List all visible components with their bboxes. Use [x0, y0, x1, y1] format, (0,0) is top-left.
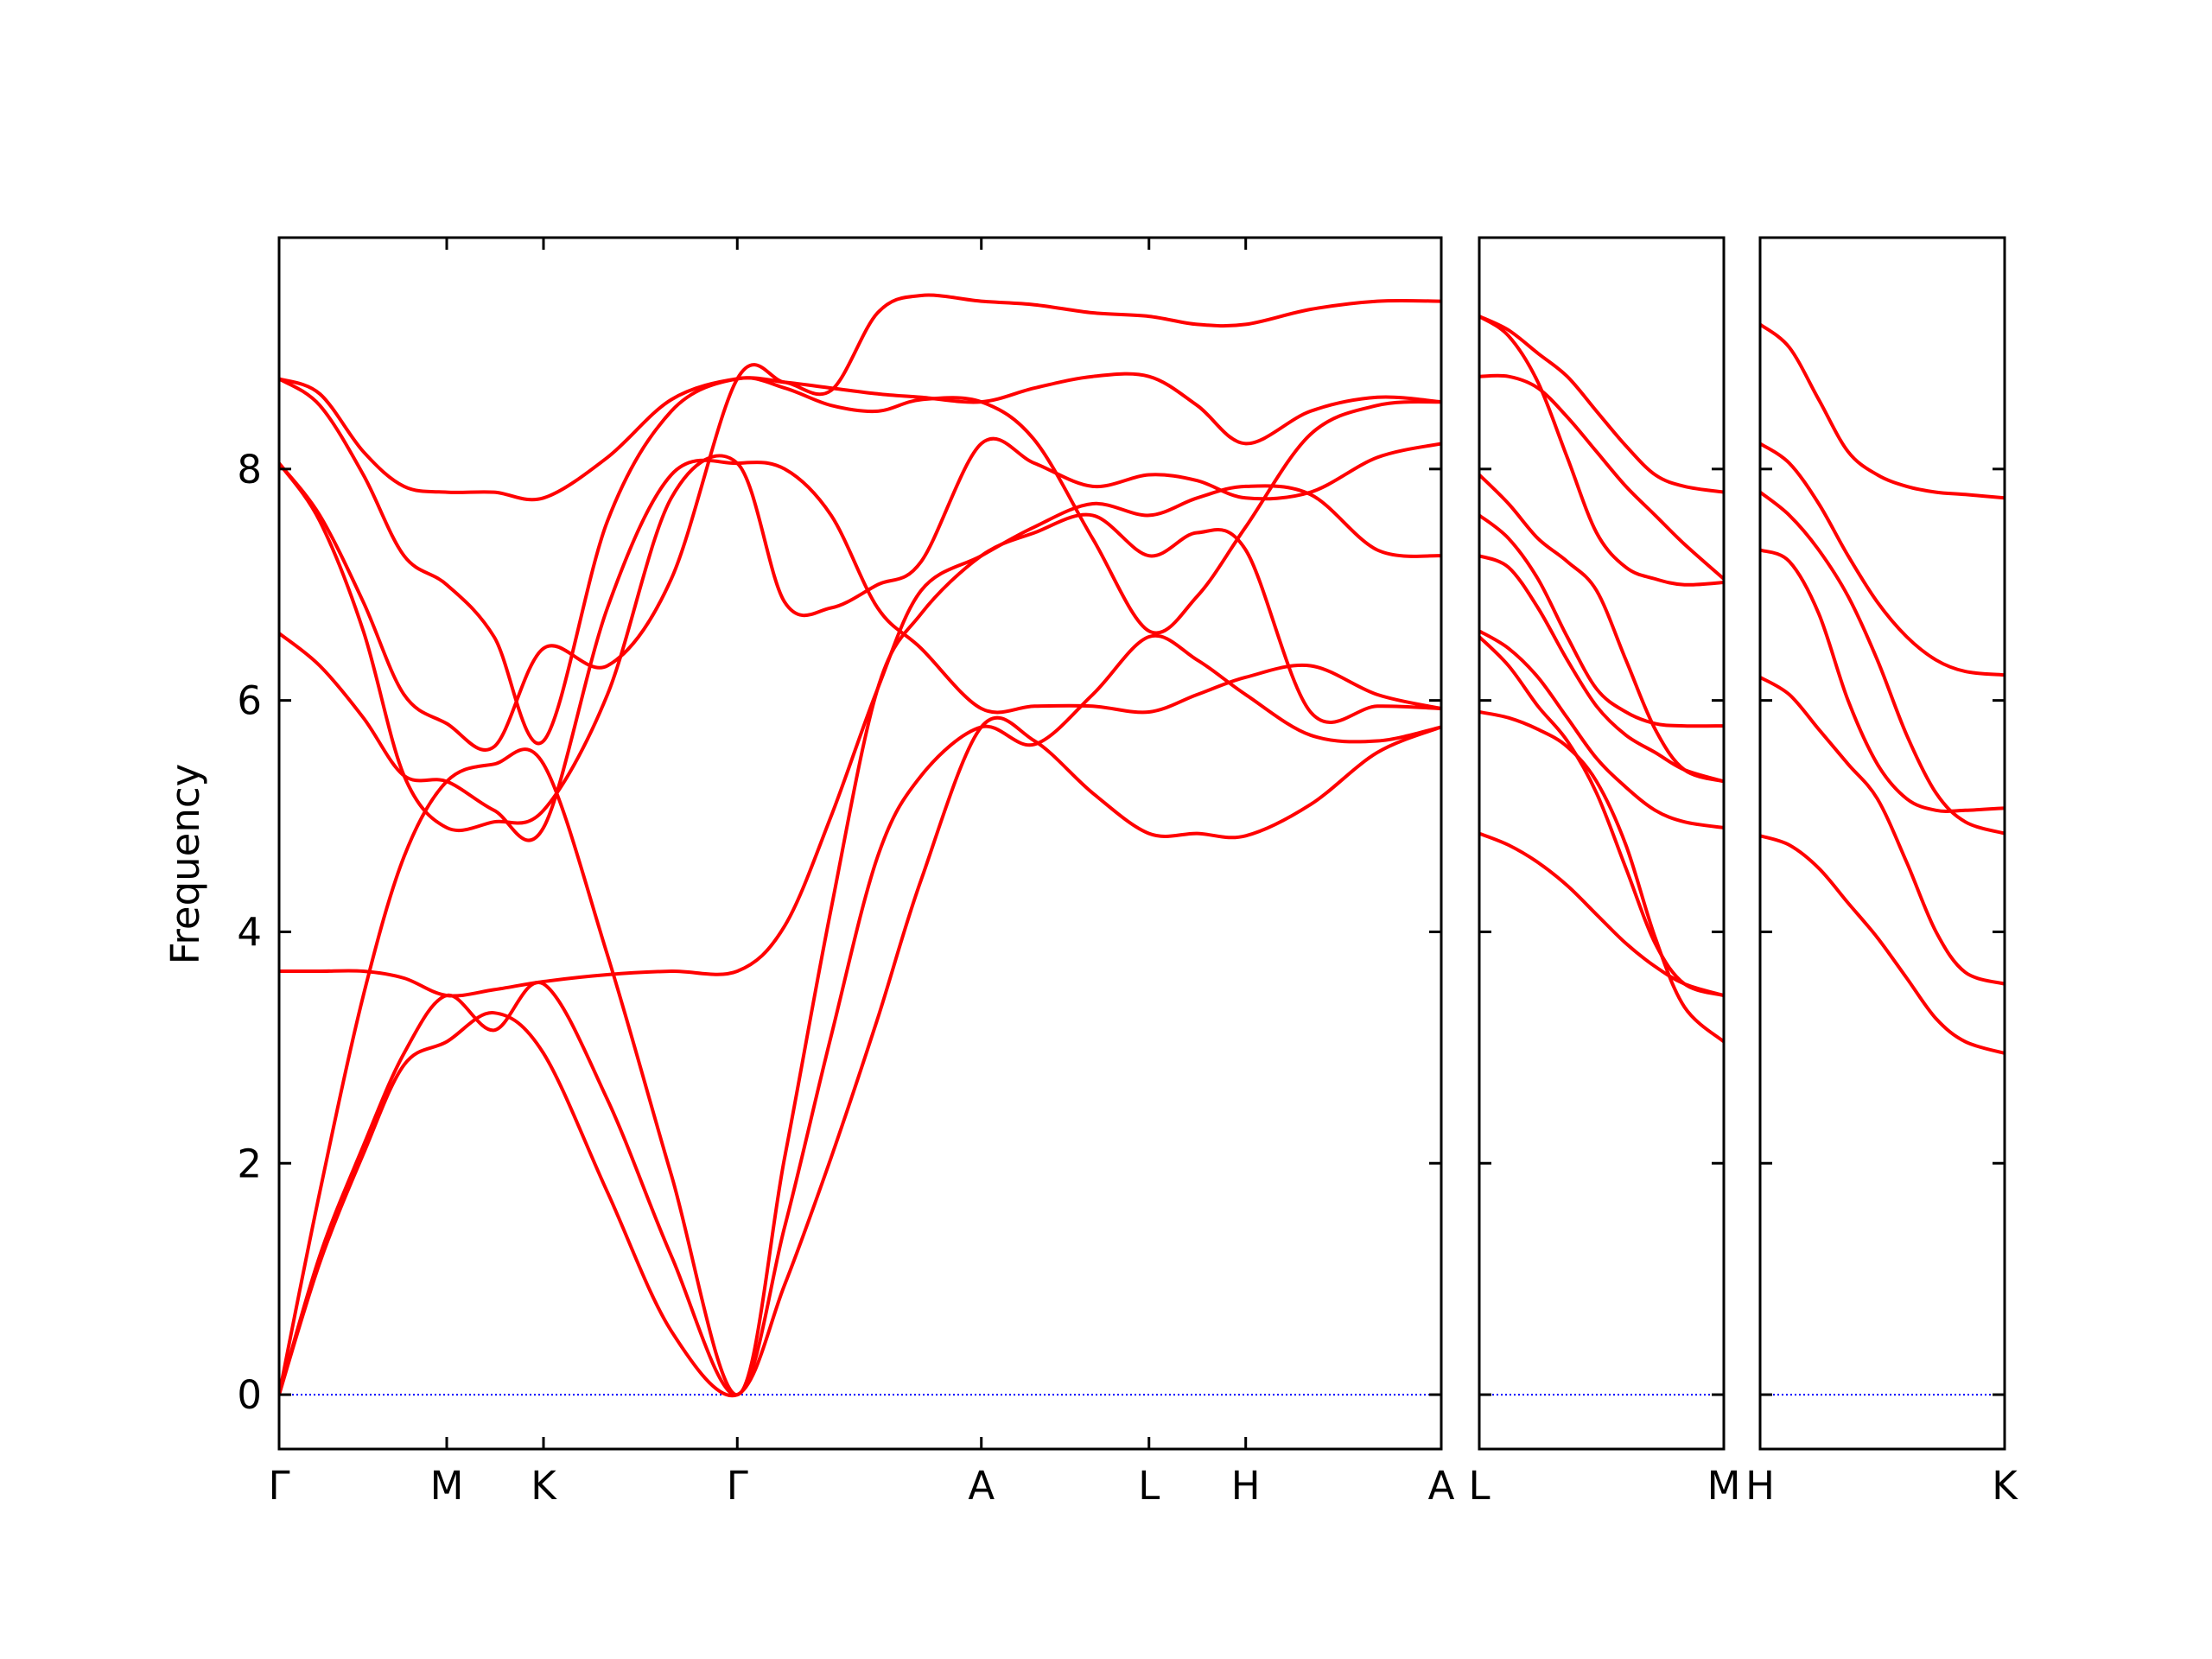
phonon-band-1-5 — [279, 458, 1441, 842]
phonon-band-1-4 — [279, 484, 1441, 998]
phonon-band-3-1 — [1760, 834, 2005, 1055]
phonon-band-1-2 — [279, 633, 1441, 1397]
phonon-band-2-10 — [1479, 315, 1724, 494]
phonon-band-2-7 — [1479, 474, 1724, 784]
phonon-band-2-3 — [1479, 635, 1724, 998]
phonon-band-1-3 — [279, 512, 1441, 1397]
phonon-band-3-6 — [1760, 322, 2005, 500]
x-tick-label: H — [1745, 1463, 1775, 1509]
phonon-band-1-9 — [279, 293, 1441, 502]
phonon-band-2-6 — [1479, 513, 1724, 728]
phonon-band-3-3 — [1760, 548, 2005, 813]
band-lines — [279, 293, 1441, 1398]
x-tick-label: L — [1138, 1463, 1160, 1509]
x-tick-label: A — [968, 1463, 995, 1509]
y-tick-label: 8 — [237, 447, 262, 493]
axes-frame — [1758, 236, 2006, 1451]
y-tick-label: 6 — [237, 678, 262, 724]
y-axis-label: Frequency — [162, 764, 208, 964]
axes-frame — [1478, 236, 1726, 1451]
x-tick-label: Γ — [268, 1463, 289, 1509]
x-tick-label: Γ — [727, 1463, 748, 1509]
band-lines — [1479, 315, 1724, 1044]
phonon-band-2-9 — [1479, 315, 1724, 587]
x-tick-label: L — [1468, 1463, 1490, 1509]
phonon-band-1-1 — [279, 715, 1441, 1398]
panel-1: 0 2 4 6 8 Γ M K Γ A L H A — [237, 236, 1455, 1509]
x-tick-label: M — [430, 1463, 464, 1509]
band-lines — [1760, 322, 2005, 1055]
phonon-band-1-7 — [279, 363, 1441, 752]
y-tick-label: 2 — [237, 1141, 262, 1186]
x-tick-label: K — [1992, 1463, 2018, 1509]
axes-frame — [277, 236, 1443, 1451]
y-tick-label: 0 — [237, 1372, 262, 1418]
phonon-band-1-8 — [279, 376, 1441, 746]
y-tick-label: 4 — [237, 909, 262, 955]
x-tick-label: K — [531, 1463, 557, 1509]
x-tick-label: A — [1428, 1463, 1455, 1509]
phonon-band-2-5 — [1479, 554, 1724, 784]
phonon-band-2-1 — [1479, 831, 1724, 998]
phonon-band-1-6 — [279, 436, 1441, 833]
x-tick-label: M — [1707, 1463, 1741, 1509]
phonon-band-2-8 — [1479, 373, 1724, 581]
phonon-band-3-4 — [1760, 491, 2005, 836]
phonon-band-2-2 — [1479, 710, 1724, 1044]
phonon-band-3-2 — [1760, 676, 2005, 986]
phonon-band-2-4 — [1479, 629, 1724, 830]
phonon-band-3-5 — [1760, 442, 2005, 677]
x-tick-label: H — [1231, 1463, 1261, 1509]
